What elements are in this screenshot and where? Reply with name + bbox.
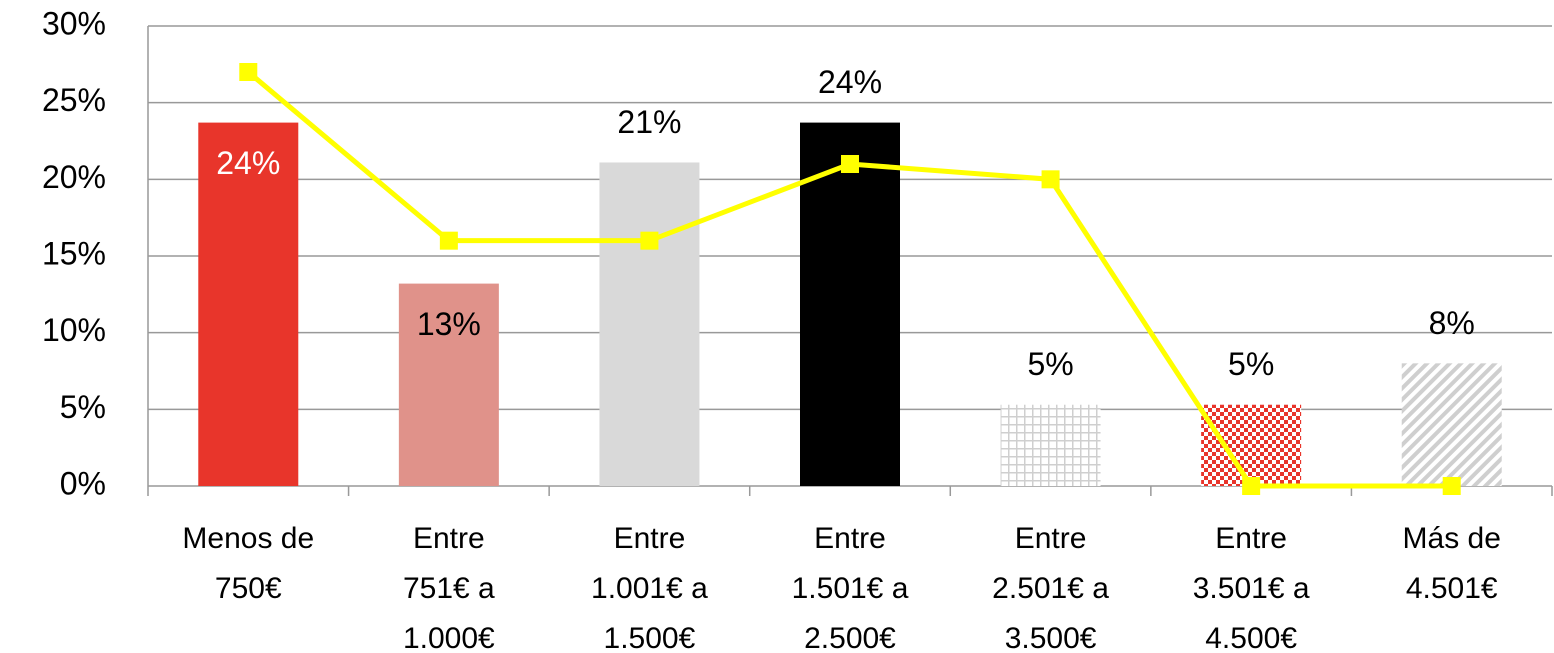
line-marker (841, 155, 859, 173)
x-tick-label: 1.501€ a (792, 572, 909, 605)
x-tick-label: 2.500€ (804, 622, 896, 653)
data-label: 5% (1027, 346, 1073, 382)
x-tick-label: 4.500€ (1205, 622, 1297, 653)
bar (599, 162, 700, 486)
data-label: 13% (417, 306, 481, 342)
x-tick-label: 4.501€ (1406, 572, 1498, 605)
y-tick-label: 15% (42, 235, 106, 271)
y-tick-label: 20% (42, 159, 106, 195)
data-label: 8% (1429, 305, 1475, 341)
y-tick-label: 0% (60, 465, 106, 501)
x-tick-label: Entre (1015, 522, 1087, 555)
y-tick-label: 10% (42, 312, 106, 348)
x-tick-label: 750€ (215, 572, 282, 605)
x-tick-label: Entre (614, 522, 686, 555)
x-tick-label: Entre (1215, 522, 1287, 555)
bar (398, 283, 499, 486)
line-marker (439, 231, 458, 250)
x-tick-label: 1.000€ (403, 622, 495, 653)
x-tick-label: 751€ a (403, 572, 495, 605)
bar (198, 122, 299, 486)
y-tick-label: 30% (42, 5, 106, 41)
x-tick-label: Entre (814, 522, 886, 555)
line-marker (640, 231, 659, 250)
y-tick-label: 25% (42, 82, 106, 118)
y-tick-label: 5% (60, 389, 106, 425)
data-label: 21% (617, 104, 681, 140)
line-marker (1442, 477, 1461, 495)
x-tick-label: 3.500€ (1005, 622, 1097, 653)
x-tick-label: 3.501€ a (1193, 572, 1310, 605)
data-label: 5% (1228, 346, 1274, 382)
bar (1000, 404, 1101, 486)
bar (1401, 363, 1502, 486)
data-label: 24% (216, 145, 280, 181)
line-marker (1041, 170, 1060, 189)
line-marker (239, 63, 258, 81)
x-tick-label: 1.500€ (604, 622, 696, 653)
bar (800, 122, 900, 486)
x-tick-label: 2.501€ a (992, 572, 1109, 605)
x-tick-label: Entre (413, 522, 485, 555)
line-marker (1242, 477, 1261, 495)
bar (1201, 404, 1302, 486)
x-tick-label: Más de (1403, 522, 1501, 555)
data-label: 24% (818, 64, 882, 100)
x-tick-label: 1.001€ a (591, 572, 708, 605)
x-tick-label: Menos de (182, 522, 314, 555)
